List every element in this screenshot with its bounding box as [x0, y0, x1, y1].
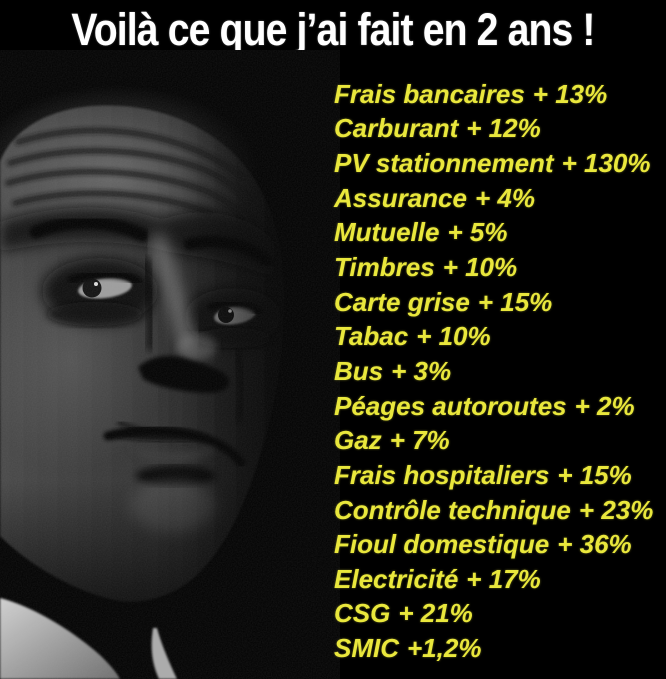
list-item: Péages autoroutes + 2%: [334, 389, 653, 424]
item-label: Carte grise: [334, 286, 470, 317]
list-item: SMIC +1,2%: [334, 631, 653, 666]
item-label: Electricité: [334, 563, 459, 594]
item-label: Assurance: [334, 182, 467, 213]
list-item: Timbres + 10%: [334, 250, 653, 285]
list-item: Mutuelle + 5%: [334, 216, 653, 251]
list-item: Gaz + 7%: [334, 423, 653, 458]
list-item: Carte grise + 15%: [334, 285, 653, 320]
item-label: Timbres: [334, 252, 435, 283]
item-value: +1,2%: [407, 633, 482, 664]
portrait-illustration: [0, 50, 340, 679]
list-item: Frais hospitaliers + 15%: [334, 458, 653, 493]
item-label: Frais hospitaliers: [334, 459, 550, 490]
item-value: + 5%: [447, 217, 508, 248]
item-value: + 12%: [466, 113, 541, 144]
list-item: Tabac + 10%: [334, 319, 653, 354]
item-label: Tabac: [334, 321, 409, 352]
item-value: + 23%: [578, 494, 654, 525]
list-item: CSG + 21%: [334, 597, 653, 632]
item-value: + 3%: [391, 355, 452, 386]
item-value: + 15%: [477, 286, 553, 317]
item-label: Contrôle technique: [334, 494, 571, 525]
item-value: + 21%: [398, 598, 473, 629]
list-item: Frais bancaires + 13%: [334, 77, 653, 112]
item-value: + 15%: [557, 459, 632, 490]
item-value: + 130%: [561, 148, 651, 179]
item-label: CSG: [334, 598, 391, 629]
list-item: Bus + 3%: [334, 354, 653, 389]
item-label: Mutuelle: [334, 217, 440, 248]
list-item: Assurance + 4%: [334, 181, 653, 216]
list-item: PV stationnement + 130%: [334, 146, 653, 181]
item-value: + 2%: [574, 390, 635, 421]
item-label: PV stationnement: [334, 148, 554, 179]
item-label: Fioul domestique: [334, 529, 550, 560]
item-label: Bus: [334, 355, 384, 386]
item-label: Péages autoroutes: [334, 390, 567, 421]
film-grain: [0, 50, 340, 679]
item-label: SMIC: [334, 633, 399, 664]
list-item: Contrôle technique + 23%: [334, 493, 653, 528]
list-item: Electricité + 17%: [334, 562, 653, 597]
item-value: + 7%: [389, 425, 450, 456]
item-value: + 13%: [532, 78, 608, 109]
item-value: + 10%: [442, 252, 518, 283]
item-label: Gaz: [334, 425, 382, 456]
item-value: + 10%: [416, 321, 491, 352]
macron-portrait: [0, 50, 340, 679]
item-label: Frais bancaires: [334, 78, 525, 109]
list-item: Carburant + 12%: [334, 112, 653, 147]
item-value: + 36%: [557, 529, 632, 560]
list-item: Fioul domestique + 36%: [334, 527, 653, 562]
increase-list: Frais bancaires + 13% Carburant + 12% PV s…: [334, 77, 653, 666]
page-title: Voilà ce que j’ai fait en 2 ans !: [71, 4, 595, 55]
item-value: + 17%: [466, 563, 541, 594]
item-label: Carburant: [334, 113, 459, 144]
item-value: + 4%: [474, 182, 535, 213]
